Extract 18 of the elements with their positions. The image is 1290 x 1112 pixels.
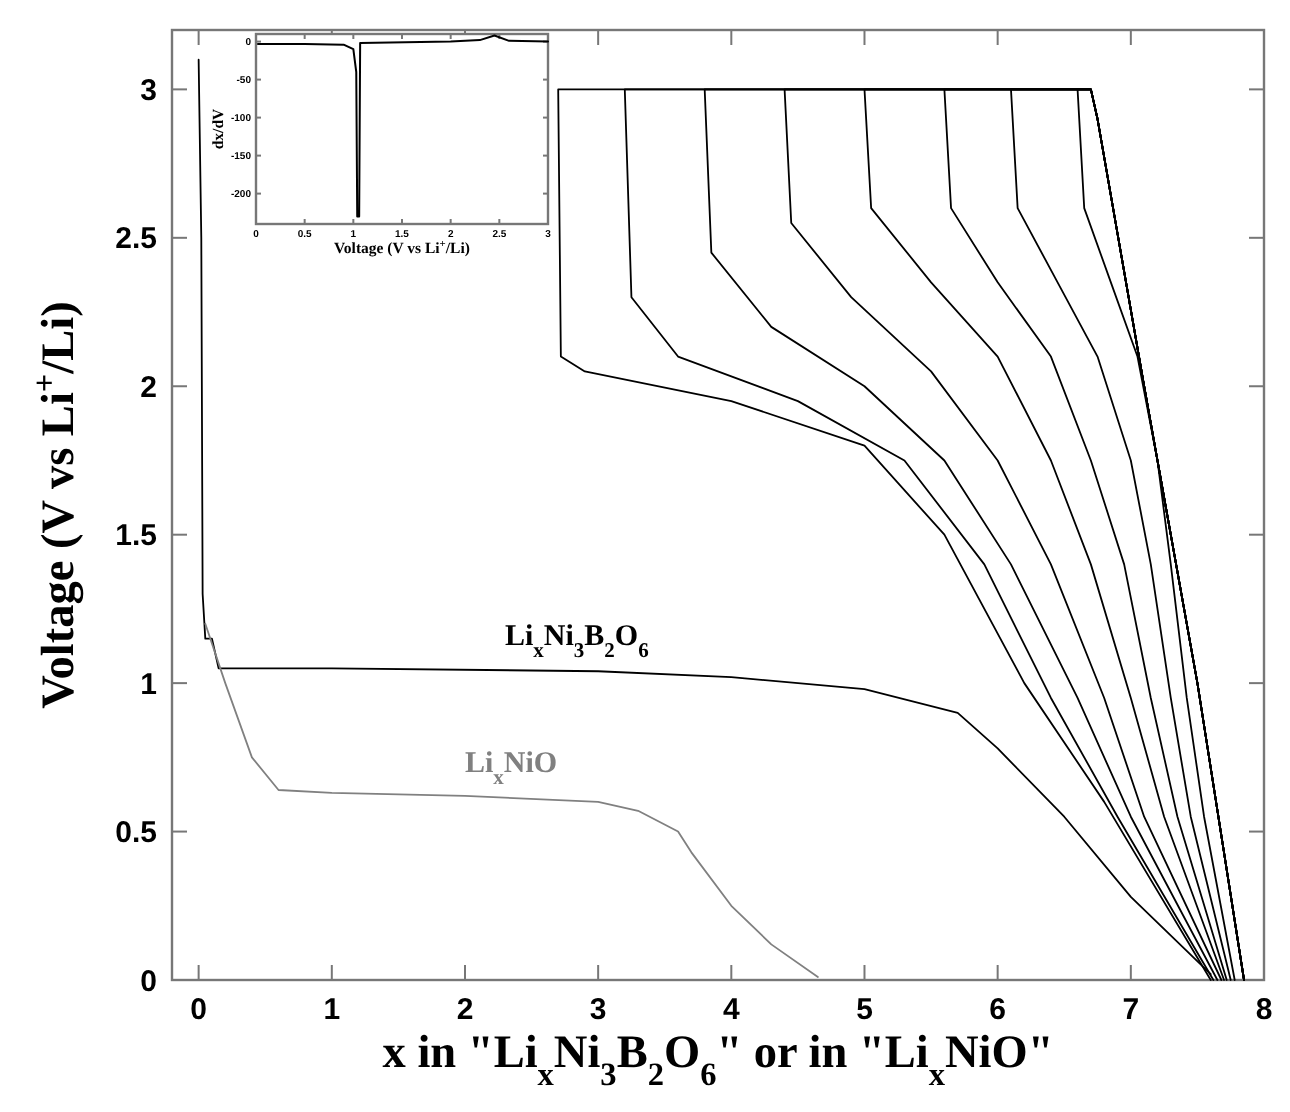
- x-tick-label: 8: [1255, 993, 1273, 1027]
- y-tick-label: 3: [140, 73, 157, 108]
- x-tick-label: 4: [722, 993, 741, 1027]
- series-label: Li$_{x}$NiO: [464, 748, 558, 790]
- x-tick-label: 0: [190, 993, 207, 1027]
- x-tick-label: 1: [323, 993, 341, 1027]
- x-tick-label: 2: [456, 993, 474, 1027]
- x-tick-label: 6: [989, 993, 1006, 1027]
- y-tick-label: 2: [140, 370, 157, 405]
- y-tick-label: 0: [140, 964, 157, 999]
- x-tick-label: 3: [589, 993, 607, 1027]
- text: x in "Li$_{x}$Ni$_{3}$B$_{2}$O$_{6}$" or in "Li$_{x}$NiO": [382, 1027, 1054, 1093]
- y-tick-label: 1: [140, 667, 157, 702]
- y-tick-label: 1.5: [115, 519, 157, 554]
- x-tick-label: 5: [856, 993, 873, 1027]
- y-tick-label: 0.5: [115, 816, 157, 851]
- series-label: Li$_{x}$Ni$_{3}$B$_{2}$O$_{6}$: [504, 620, 649, 662]
- x-tick-label: 7: [1122, 993, 1140, 1027]
